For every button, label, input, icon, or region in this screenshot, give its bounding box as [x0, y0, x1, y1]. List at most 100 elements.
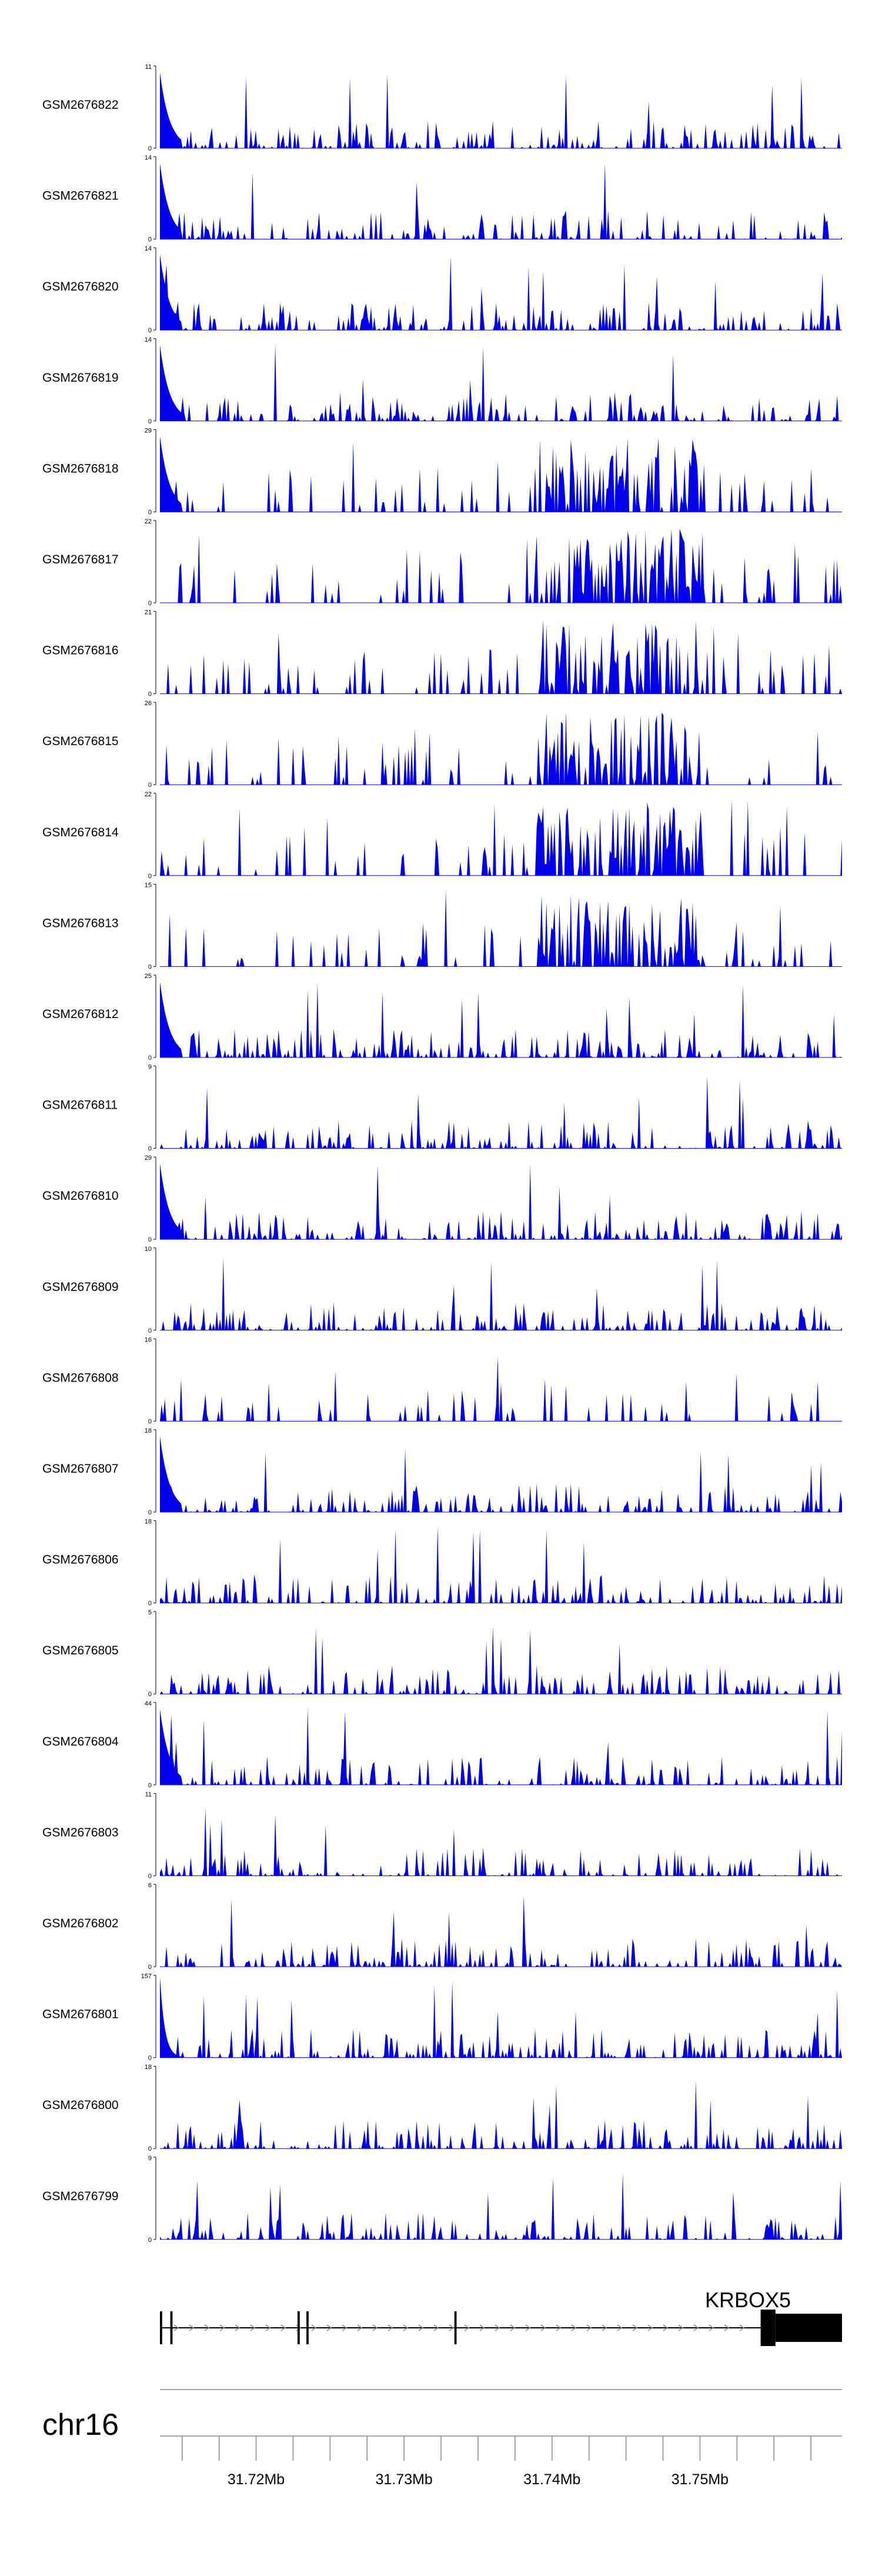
- strand-chevron: [510, 2324, 516, 2331]
- track-label: GSM2676802: [42, 1917, 119, 1930]
- track-ymax-label: 25: [145, 973, 152, 980]
- strand-chevron: [724, 2324, 730, 2331]
- track-ymin-label: 0: [148, 1600, 152, 1607]
- strand-chevron: [387, 2324, 393, 2331]
- track-signal-area: [160, 1896, 842, 1967]
- track-signal-area: [160, 1163, 842, 1240]
- track-label: GSM2676809: [42, 1280, 119, 1294]
- track-ymin-label: 0: [148, 1782, 152, 1789]
- gene-exon: [160, 2311, 162, 2344]
- track-GSM2676821: GSM2676821 14 0: [42, 155, 842, 243]
- strand-chevron: [311, 2324, 317, 2331]
- track-label: GSM2676817: [42, 553, 119, 566]
- track-GSM2676799: GSM2676799 9 0: [42, 2155, 842, 2244]
- strand-chevron: [265, 2324, 271, 2331]
- track-signal-area: [160, 1707, 842, 1785]
- track-GSM2676804: GSM2676804 44 0: [42, 1700, 842, 1789]
- strand-chevron: [647, 2324, 653, 2331]
- track-ymax-label: 5: [148, 1609, 152, 1616]
- track-ymax-label: 9: [148, 2155, 152, 2162]
- track-signal-area: [160, 254, 842, 331]
- axis-ticks: 31.72Mb 31.73Mb 31.74Mb 31.75Mb: [181, 2436, 811, 2488]
- track-signal-area: [160, 620, 842, 694]
- strand-chevron: [525, 2324, 531, 2331]
- track-ymax-label: 10: [145, 1246, 152, 1253]
- track-ymax-label: 44: [145, 1700, 152, 1707]
- track-ymax-label: 18: [145, 1519, 152, 1526]
- track-GSM2676806: GSM2676806 18 0: [42, 1519, 842, 1607]
- track-ymax-label: 15: [145, 882, 152, 889]
- gene-exon: [760, 2310, 776, 2346]
- track-GSM2676800: GSM2676800 18 0: [42, 2064, 842, 2153]
- chromosome-label: chr16: [42, 2408, 119, 2442]
- strand-chevron: [372, 2324, 378, 2331]
- strand-chevron: [571, 2324, 577, 2331]
- track-GSM2676810: GSM2676810 29 0: [42, 1154, 842, 1243]
- track-ymin-label: 0: [148, 1146, 152, 1153]
- track-GSM2676802: GSM2676802 6 0: [42, 1882, 842, 1971]
- track-ymin-label: 0: [148, 145, 152, 152]
- track-GSM2676811: GSM2676811 9 0: [42, 1064, 842, 1153]
- strand-chevron: [556, 2324, 562, 2331]
- track-signal-area: [160, 1626, 842, 1694]
- track-ymin-label: 0: [148, 2237, 152, 2244]
- track-signal-area: [160, 1436, 842, 1512]
- track-GSM2676807: GSM2676807 18 0: [42, 1427, 842, 1516]
- track-signal-area: [160, 1257, 842, 1330]
- track-ymin-label: 0: [148, 1691, 152, 1698]
- strand-chevron: [357, 2324, 363, 2331]
- track-ymin-label: 0: [148, 782, 152, 789]
- track-signal-area: [160, 343, 842, 421]
- strand-chevron: [479, 2324, 485, 2331]
- track-ymax-label: 14: [145, 245, 152, 252]
- track-signal-area: [160, 1076, 842, 1149]
- track-ymax-label: 157: [141, 1973, 152, 1980]
- track-signal-area: [160, 1356, 842, 1422]
- strand-chevron: [280, 2324, 286, 2331]
- strand-chevron: [326, 2324, 332, 2331]
- track-signal-area: [160, 529, 842, 603]
- track-GSM2676803: GSM2676803 11 0: [42, 1791, 842, 1880]
- track-label: GSM2676813: [42, 916, 119, 930]
- track-ymax-label: 9: [148, 1064, 152, 1071]
- track-signal-area: [160, 889, 842, 967]
- track-ymin-label: 0: [148, 1236, 152, 1243]
- track-ymax-label: 26: [145, 700, 152, 707]
- strand-chevron: [540, 2324, 546, 2331]
- track-ymax-label: 29: [145, 1154, 152, 1162]
- track-ymin-label: 0: [148, 873, 152, 880]
- track-label: GSM2676801: [42, 2008, 119, 2021]
- track-ymax-label: 14: [145, 336, 152, 343]
- axis-tick-label: 31.73Mb: [376, 2471, 433, 2488]
- axis-tick-label: 31.75Mb: [671, 2471, 729, 2488]
- track-signal-area: [160, 712, 842, 785]
- track-GSM2676815: GSM2676815 26 0: [42, 700, 842, 789]
- gene-exon: [306, 2311, 309, 2344]
- strand-chevron: [663, 2324, 669, 2331]
- track-ymin-label: 0: [148, 1055, 152, 1062]
- strand-chevron: [418, 2324, 424, 2331]
- track-ymax-label: 6: [148, 1882, 152, 1889]
- track-GSM2676820: GSM2676820 14 0: [42, 245, 842, 334]
- strand-chevron: [464, 2324, 470, 2331]
- track-signal-area: [160, 2173, 842, 2240]
- track-signal-area: [160, 982, 842, 1057]
- gene-exon: [454, 2311, 457, 2344]
- strand-chevron: [250, 2324, 256, 2331]
- track-GSM2676801: GSM2676801 157 0: [42, 1973, 842, 2062]
- track-ymin-label: 0: [148, 509, 152, 516]
- track-ymax-label: 22: [145, 518, 152, 525]
- track-label: GSM2676812: [42, 1007, 119, 1021]
- track-ymax-label: 21: [145, 609, 152, 616]
- gene-exon: [775, 2314, 842, 2342]
- track-GSM2676805: GSM2676805 5 0: [42, 1609, 842, 1698]
- track-label: GSM2676815: [42, 735, 119, 748]
- track-ymin-label: 0: [148, 2145, 152, 2153]
- track-GSM2676816: GSM2676816 21 0: [42, 609, 842, 698]
- track-label: GSM2676818: [42, 462, 119, 475]
- track-label: GSM2676821: [42, 189, 119, 203]
- track-ymax-label: 22: [145, 791, 152, 798]
- gene-exons: [160, 2310, 842, 2346]
- track-ymax-label: 11: [145, 64, 152, 71]
